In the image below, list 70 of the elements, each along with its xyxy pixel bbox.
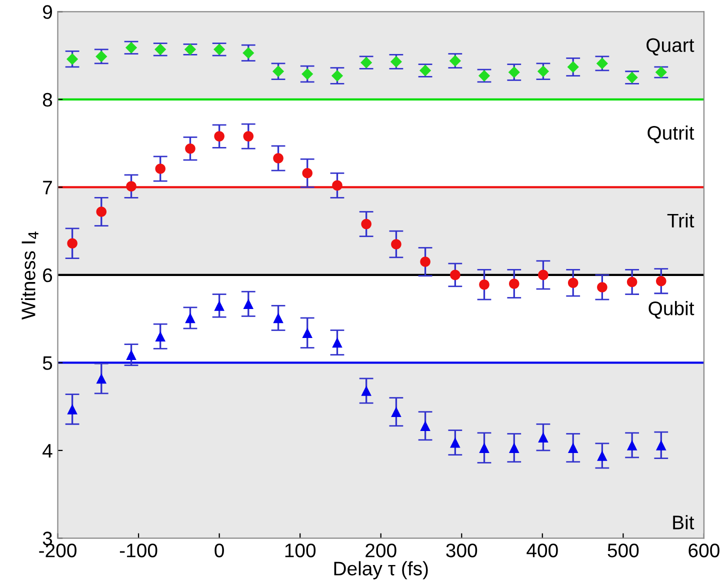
point (538, 432, 548, 442)
point (272, 66, 284, 78)
x-tick-label: 100 (285, 544, 316, 558)
point (391, 239, 402, 250)
point (508, 278, 520, 289)
point (626, 276, 638, 288)
point (243, 131, 254, 142)
point (537, 66, 550, 78)
point (597, 282, 608, 292)
point (243, 298, 254, 310)
x-tick-label: 500 (608, 544, 639, 558)
point (361, 386, 372, 396)
point (332, 337, 342, 348)
point (155, 164, 166, 174)
point (242, 47, 254, 59)
point (420, 420, 430, 432)
point (420, 256, 430, 267)
point (567, 61, 579, 73)
point (568, 278, 578, 288)
point (656, 440, 666, 450)
point (302, 328, 312, 338)
point (67, 404, 78, 414)
point (361, 218, 372, 230)
x-axis-title: Delay τ (fs) (334, 561, 428, 580)
point (126, 181, 136, 192)
y-tick-label: 9 (42, 5, 52, 19)
point (96, 373, 107, 384)
band-label: Quart (646, 38, 694, 56)
point (479, 279, 490, 290)
point (508, 442, 520, 453)
point (185, 312, 196, 324)
point (67, 238, 78, 249)
point (302, 68, 314, 80)
point (66, 53, 78, 65)
point (391, 406, 402, 417)
point (96, 206, 107, 217)
point (155, 331, 166, 342)
point (273, 153, 284, 164)
x-tick-label: 0 (214, 544, 224, 558)
point (479, 442, 490, 453)
x-tick-label: 400 (526, 544, 558, 558)
band-label: Trit (667, 213, 694, 228)
point (450, 437, 460, 448)
x-tick-label: -200 (39, 544, 76, 558)
x-tick-label: -100 (120, 544, 158, 558)
point (626, 440, 638, 450)
ref-line-label: Qubit (648, 300, 694, 319)
point (656, 276, 666, 286)
point (273, 312, 284, 324)
point (568, 442, 578, 453)
y-tick-label: 8 (42, 92, 52, 107)
y-tick-label: 6 (43, 268, 52, 282)
x-tick-label: 300 (446, 544, 478, 558)
ref-line-label: Qutrit (648, 125, 694, 144)
x-tick-label: 600 (688, 544, 720, 558)
y-axis-title: Witness I$_{4}$ (21, 232, 38, 320)
x-tick-label: 200 (366, 544, 396, 558)
point (214, 131, 224, 142)
y-tick-label: 4 (42, 444, 52, 458)
point (538, 270, 548, 280)
y-tick-label: 5 (42, 356, 52, 370)
y-tick-label: 7 (43, 180, 52, 194)
point (214, 300, 224, 311)
point (332, 180, 342, 191)
point (450, 270, 460, 280)
point (185, 143, 196, 154)
point (302, 168, 312, 178)
point (126, 350, 136, 360)
point (597, 450, 608, 461)
band-label: Bit (673, 515, 694, 530)
